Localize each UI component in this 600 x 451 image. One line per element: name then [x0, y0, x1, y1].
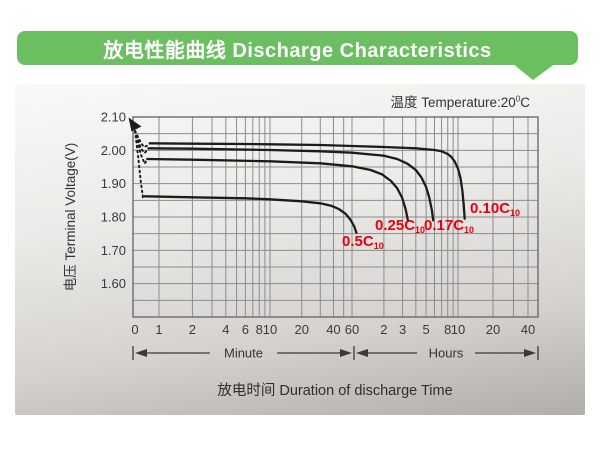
curve-dip-0.25C10: [134, 130, 149, 166]
x-tick-label: 8: [256, 322, 263, 337]
y-tick-label: 2.00: [101, 143, 126, 158]
x-tick-label: 3: [399, 322, 406, 337]
x-tick-label: 60: [345, 322, 359, 337]
x-tick-label: 0: [131, 322, 138, 337]
y-tick-label: 2.10: [101, 110, 126, 125]
unit-group-label: Hours: [429, 346, 464, 361]
y-tick-label: 1.80: [101, 210, 126, 225]
degree-superscript: 0: [515, 94, 521, 104]
x-tick-label: 2: [380, 322, 387, 337]
start-point-arrow: [128, 117, 142, 132]
x-tick-label: 6: [242, 322, 249, 337]
arrowhead-right: [340, 349, 352, 357]
temperature-unit: C: [520, 95, 530, 110]
temperature-text: 温度 Temperature:20: [390, 95, 516, 110]
y-tick-label: 1.70: [101, 243, 126, 258]
x-tick-label: 20: [294, 322, 308, 337]
curve-0.5C10: [143, 195, 358, 234]
x-tick-label: 1: [155, 322, 162, 337]
curve-0.17C10: [147, 147, 435, 222]
y-tick-label: 1.60: [101, 276, 126, 291]
curve-label-0.5c10: 0.5C10: [342, 233, 384, 251]
plot-border: [132, 116, 539, 318]
x-tick-label: 5: [422, 322, 429, 337]
x-tick-label: 10: [451, 322, 465, 337]
x-tick-label: 40: [326, 322, 340, 337]
x-tick-label: 20: [486, 322, 500, 337]
section-header-banner: 放电性能曲线 Discharge Characteristics: [17, 31, 578, 65]
curve-dip-0.5C10: [134, 130, 146, 199]
arrowhead-left: [356, 349, 368, 357]
unit-group-label: Minute: [224, 346, 263, 361]
x-tick-label: 2: [189, 322, 196, 337]
curve-label-0.10c10: 0.10C10: [470, 200, 521, 218]
x-axis-title: 放电时间 Duration of discharge Time: [217, 383, 453, 399]
temperature-label: 温度 Temperature:200C: [390, 91, 530, 111]
curve-0.10C10: [148, 142, 466, 220]
arrowhead-left: [135, 349, 147, 357]
x-tick-label: 4: [222, 322, 229, 337]
chart-panel: [15, 84, 585, 415]
x-tick-label: 10: [263, 322, 277, 337]
curve-dip-0.17C10: [134, 130, 150, 155]
curve-0.25C10: [146, 157, 410, 222]
curve-label-0.25c10: 0.25C10: [375, 217, 426, 235]
page-title: 放电性能曲线 Discharge Characteristics: [103, 39, 492, 62]
curve-label-0.17c10: 0.17C10: [424, 217, 475, 235]
y-tick-label: 1.90: [101, 176, 126, 191]
arrowhead-right: [524, 349, 536, 357]
x-tick-label: 40: [521, 322, 535, 337]
x-tick-label: 8: [444, 322, 451, 337]
